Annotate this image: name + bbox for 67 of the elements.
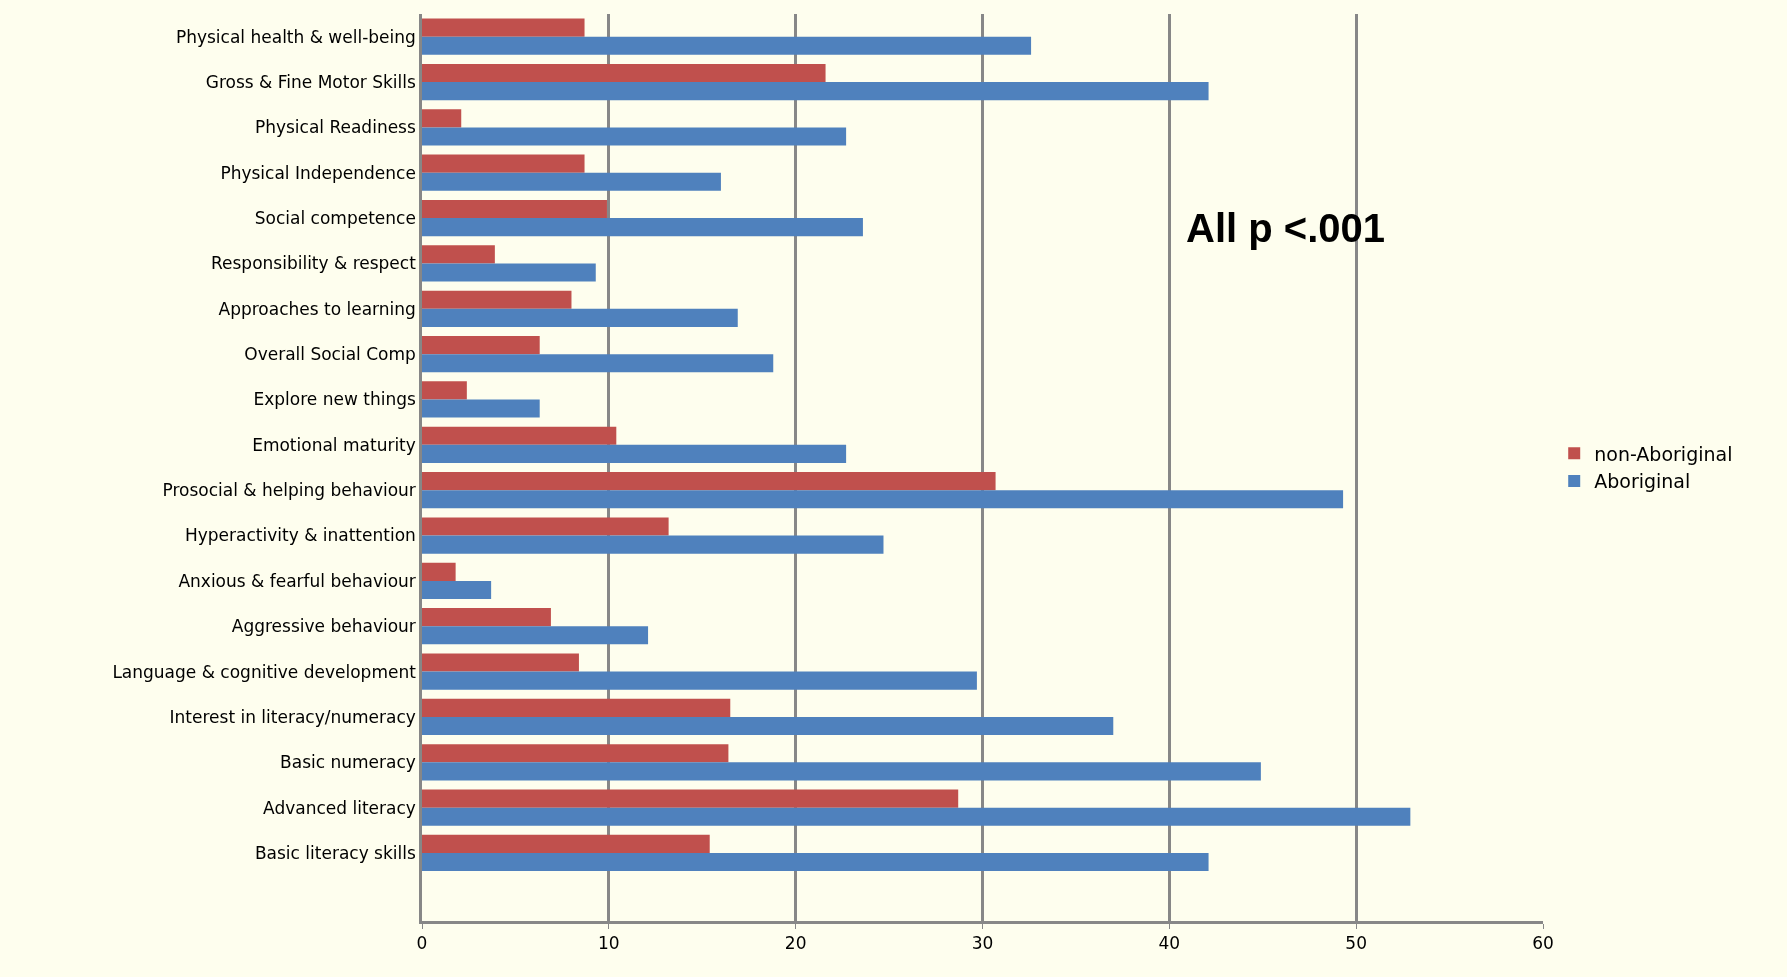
y-tick-label: Aggressive behaviour	[231, 616, 416, 637]
bar	[422, 472, 996, 491]
y-tick-label: Physical health & well-being	[175, 26, 416, 47]
bar	[422, 744, 729, 763]
bar	[422, 245, 495, 264]
y-tick-label: Interest in literacy/numeracy	[169, 706, 416, 727]
bar	[422, 834, 710, 853]
x-tick-label: 30	[971, 933, 994, 954]
bar	[422, 18, 585, 37]
y-tick-label: Social competence	[254, 208, 416, 229]
bar	[422, 517, 669, 536]
annotation: All p <.001	[1186, 206, 1385, 250]
x-tick-label: 60	[1532, 933, 1554, 954]
bar	[422, 63, 826, 83]
x-tick-label: 20	[784, 933, 807, 954]
y-tick-label: Hyperactivity & inattention	[184, 525, 416, 546]
y-tick-label: Language & cognitive development	[112, 661, 417, 682]
y-tick-label: Anxious & fearful behaviour	[178, 570, 416, 591]
bar	[422, 535, 884, 554]
bar	[422, 789, 959, 808]
bar	[422, 562, 456, 581]
bar	[422, 626, 649, 645]
bar	[422, 426, 617, 445]
bar	[422, 308, 738, 327]
bar	[422, 716, 1114, 736]
bar	[422, 671, 977, 690]
bar	[422, 580, 492, 600]
bar	[422, 335, 540, 355]
bar	[422, 127, 847, 146]
bar	[422, 199, 607, 219]
x-tick-label: 40	[1158, 933, 1181, 954]
bar	[422, 36, 1032, 55]
bar	[422, 82, 1209, 101]
bar	[422, 109, 462, 128]
y-tick-label: Overall Social Comp	[244, 344, 416, 365]
y-tick-label: Basic literacy skills	[254, 842, 416, 863]
bar	[422, 381, 467, 400]
y-tick-label: Physical Independence	[220, 162, 416, 183]
bar	[422, 154, 585, 173]
y-tick-label: Physical Readiness	[254, 117, 416, 138]
y-tick-label: Emotional maturity	[252, 434, 416, 455]
bar	[422, 290, 572, 309]
x-tick-label: 10	[598, 933, 620, 954]
legend-label: non-Aboriginal	[1594, 442, 1733, 465]
bar	[422, 608, 551, 627]
y-tick-label: Approaches to learning	[218, 298, 416, 319]
y-tick-label: Advanced literacy	[263, 797, 416, 818]
x-tick-label: 50	[1345, 933, 1367, 954]
y-tick-label: Prosocial & helping behaviour	[162, 480, 416, 501]
bar	[422, 807, 1411, 826]
y-tick-label: Responsibility & respect	[210, 253, 417, 274]
bar	[422, 762, 1261, 781]
bar	[422, 354, 774, 373]
x-tick-label: 0	[416, 933, 428, 954]
legend-label: Aboriginal	[1594, 470, 1691, 493]
y-tick-label: Explore new things	[253, 389, 416, 410]
bar	[422, 263, 596, 282]
bar	[422, 653, 579, 672]
bar	[422, 490, 1344, 509]
bar	[422, 444, 847, 463]
bar	[422, 399, 540, 418]
bar	[422, 852, 1209, 872]
bar	[422, 172, 721, 191]
y-tick-label: Gross & Fine Motor Skills	[205, 71, 416, 92]
bar	[422, 698, 731, 717]
bar	[422, 218, 863, 237]
y-tick-label: Basic numeracy	[280, 752, 416, 773]
